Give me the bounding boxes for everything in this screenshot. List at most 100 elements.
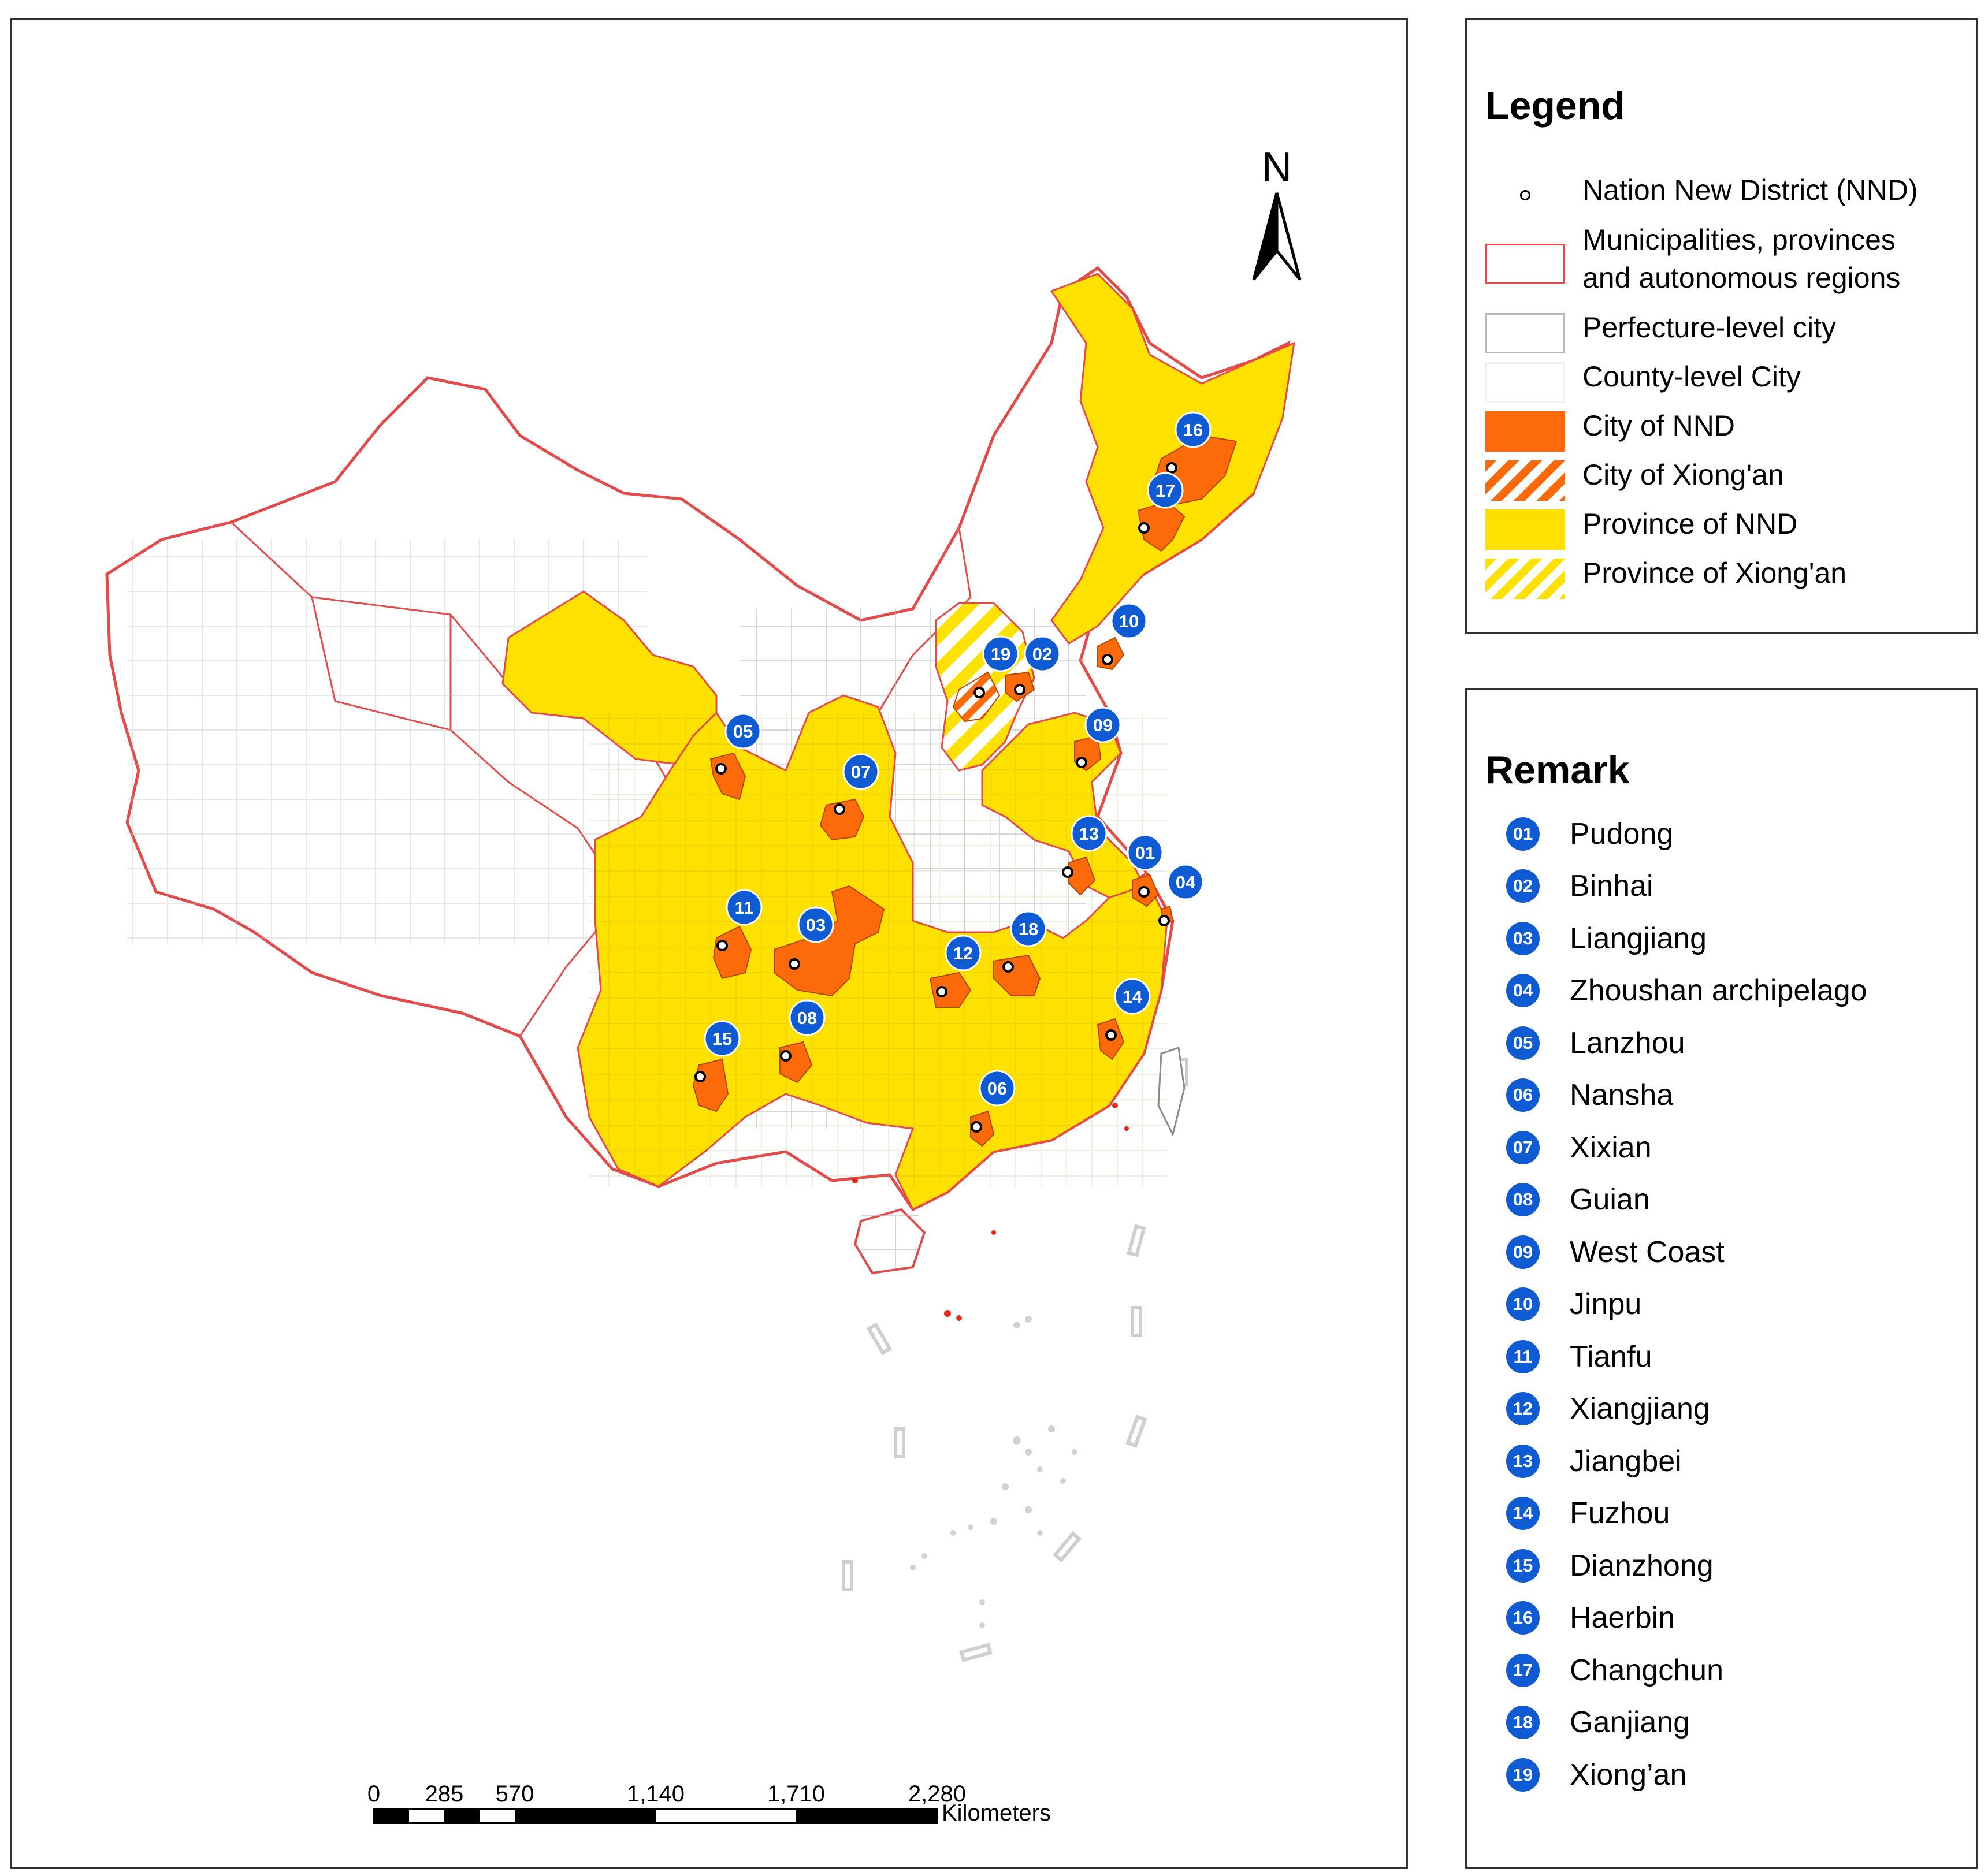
marker-xixian[interactable]: 07 bbox=[834, 753, 879, 815]
marker-id-label: 08 bbox=[797, 1008, 817, 1028]
remark-label: Fuzhou bbox=[1570, 1497, 1670, 1530]
remark-badge: 16 bbox=[1506, 1601, 1540, 1635]
nnd-province-county-grid bbox=[589, 713, 1167, 1186]
north-arrow-label: N bbox=[1262, 144, 1292, 191]
marker-dianzhong[interactable]: 15 bbox=[694, 1020, 741, 1082]
scale-seg bbox=[796, 1809, 937, 1823]
marker-zhoushan-archipelago[interactable]: 04 bbox=[1158, 863, 1204, 926]
remark-badge: 11 bbox=[1506, 1340, 1540, 1374]
hainan-grid bbox=[861, 1215, 919, 1267]
remark-item: 08 Guian bbox=[1506, 1179, 1957, 1220]
legend-item-county-city: County-level City bbox=[1485, 358, 1971, 404]
nnd-point-icon bbox=[1485, 176, 1565, 216]
remark-badge: 07 bbox=[1506, 1131, 1540, 1164]
marker-id-label: 02 bbox=[1032, 644, 1052, 664]
marker-id-label: 15 bbox=[712, 1029, 732, 1049]
remark-item: 19 Xiong’an bbox=[1506, 1755, 1957, 1795]
remark-panel: Remark 01 Pudong 02 Binhai 03 Liangjiang… bbox=[1465, 688, 1978, 1869]
remark-item: 12 Xiangjiang bbox=[1506, 1389, 1957, 1429]
north-arrow-dark-half bbox=[1252, 192, 1279, 281]
legend-title: Legend bbox=[1485, 84, 1625, 128]
marker-jiangbei[interactable]: 13 bbox=[1062, 815, 1108, 878]
marker-id-label: 09 bbox=[1093, 715, 1113, 735]
marker-guian[interactable]: 08 bbox=[780, 999, 826, 1062]
county-city-swatch bbox=[1485, 362, 1565, 403]
province-of-nnd-swatch bbox=[1485, 509, 1565, 550]
remark-label: Guian bbox=[1570, 1183, 1650, 1216]
marker-ganjiang[interactable]: 18 bbox=[1002, 910, 1047, 973]
marker-id-label: 01 bbox=[1135, 843, 1155, 863]
legend-label: City of NND bbox=[1582, 410, 1735, 442]
remark-item: 13 Jiangbei bbox=[1506, 1441, 1957, 1482]
remark-item: 04 Zhoushan archipelago bbox=[1506, 970, 1957, 1011]
marker-badge bbox=[724, 713, 761, 750]
legend-item-city-of-nnd: City of NND bbox=[1485, 407, 1971, 453]
south-sea-islands bbox=[910, 1316, 1077, 1628]
scale-seg bbox=[515, 1809, 656, 1823]
remark-item: 14 Fuzhou bbox=[1506, 1493, 1957, 1533]
city-jinpu bbox=[1097, 636, 1125, 671]
marker-xiangjiang[interactable]: 12 bbox=[936, 935, 982, 997]
marker-xiong-an[interactable]: 19 bbox=[973, 635, 1019, 698]
map-canvas[interactable]: 01 02 03 04 05 06 07 08 09 10 11 12 13 14 15 16 17 18 19 N… bbox=[12, 20, 1406, 1867]
marker-id-label: 10 bbox=[1119, 611, 1139, 631]
marker-pudong[interactable]: 01 bbox=[1127, 834, 1164, 898]
province-of-xiongan-swatch bbox=[1485, 559, 1565, 599]
marker-fuzhou[interactable]: 14 bbox=[1105, 978, 1151, 1041]
remark-badge: 17 bbox=[1506, 1654, 1540, 1687]
marker-id-label: 19 bbox=[991, 644, 1010, 664]
legend-item-province-boundary: Municipalities, provinces and autonomous… bbox=[1485, 221, 1971, 294]
marker-badge bbox=[982, 635, 1019, 672]
remark-badge: 04 bbox=[1506, 974, 1540, 1007]
marker-badge bbox=[726, 889, 763, 926]
remark-badge: 09 bbox=[1506, 1235, 1540, 1269]
nnd-point-icon bbox=[1062, 866, 1073, 878]
marker-badge bbox=[797, 906, 834, 943]
remark-badge: 19 bbox=[1506, 1758, 1540, 1792]
marker-west-coast[interactable]: 09 bbox=[1076, 706, 1121, 768]
marker-id-label: 16 bbox=[1183, 420, 1203, 440]
scale-seg bbox=[444, 1809, 480, 1823]
marker-changchun[interactable]: 17 bbox=[1138, 472, 1184, 534]
remark-item: 01 Pudong bbox=[1506, 814, 1957, 854]
scale-seg bbox=[374, 1809, 409, 1823]
remark-label: Dianzhong bbox=[1570, 1549, 1714, 1583]
marker-binhai[interactable]: 02 bbox=[1014, 635, 1061, 695]
city-of-nnd-swatch bbox=[1485, 411, 1565, 452]
remark-label: Liangjiang bbox=[1570, 922, 1707, 955]
nnd-point-icon bbox=[1138, 522, 1150, 534]
legend-item-province-of-xiongan: Province of Xiong'an bbox=[1485, 554, 1971, 600]
scale-tick-label: 2,280 bbox=[908, 1781, 966, 1807]
remark-label: Tianfu bbox=[1570, 1340, 1652, 1374]
remark-label: Binhai bbox=[1570, 869, 1653, 903]
remark-badge: 05 bbox=[1506, 1026, 1540, 1060]
marker-haerbin[interactable]: 16 bbox=[1166, 411, 1212, 474]
map-panel: 01 02 03 04 05 06 07 08 09 10 11 12 13 14 15 16 17 18 19 N… bbox=[10, 18, 1408, 1869]
scale-tick-label: 285 bbox=[425, 1781, 464, 1807]
marker-id-label: 03 bbox=[806, 915, 826, 935]
marker-lanzhou[interactable]: 05 bbox=[715, 713, 761, 775]
legend-label: City of Xiong'an bbox=[1582, 459, 1784, 491]
remark-badge: 18 bbox=[1506, 1706, 1540, 1739]
marker-tianfu[interactable]: 11 bbox=[716, 889, 763, 951]
scale-tick-label: 0 bbox=[367, 1781, 380, 1807]
remark-badge: 12 bbox=[1506, 1392, 1540, 1425]
scale-bar: 0 285 570 1,140 1,710 2,280 Kilometers bbox=[367, 1781, 1051, 1826]
marker-jinpu[interactable]: 10 bbox=[1102, 602, 1147, 665]
nnd-point-icon bbox=[716, 940, 728, 951]
marker-badge bbox=[842, 753, 879, 790]
nnd-point-icon bbox=[1102, 654, 1113, 665]
marker-liangjiang[interactable]: 03 bbox=[789, 906, 834, 970]
nnd-point-icon bbox=[1166, 462, 1177, 474]
scale-tick-label: 570 bbox=[496, 1781, 534, 1807]
marker-badge bbox=[1084, 706, 1121, 743]
city-nansha bbox=[970, 1110, 995, 1147]
marker-badge bbox=[1024, 635, 1061, 672]
marker-nansha[interactable]: 06 bbox=[971, 1070, 1016, 1133]
remark-badge: 14 bbox=[1506, 1497, 1540, 1530]
legend-label: County-level City bbox=[1582, 360, 1801, 393]
city-liangjiang bbox=[774, 885, 885, 997]
remark-badge: 03 bbox=[1506, 922, 1540, 955]
remark-label: Jinpu bbox=[1570, 1287, 1642, 1321]
remark-badge: 13 bbox=[1506, 1445, 1540, 1478]
